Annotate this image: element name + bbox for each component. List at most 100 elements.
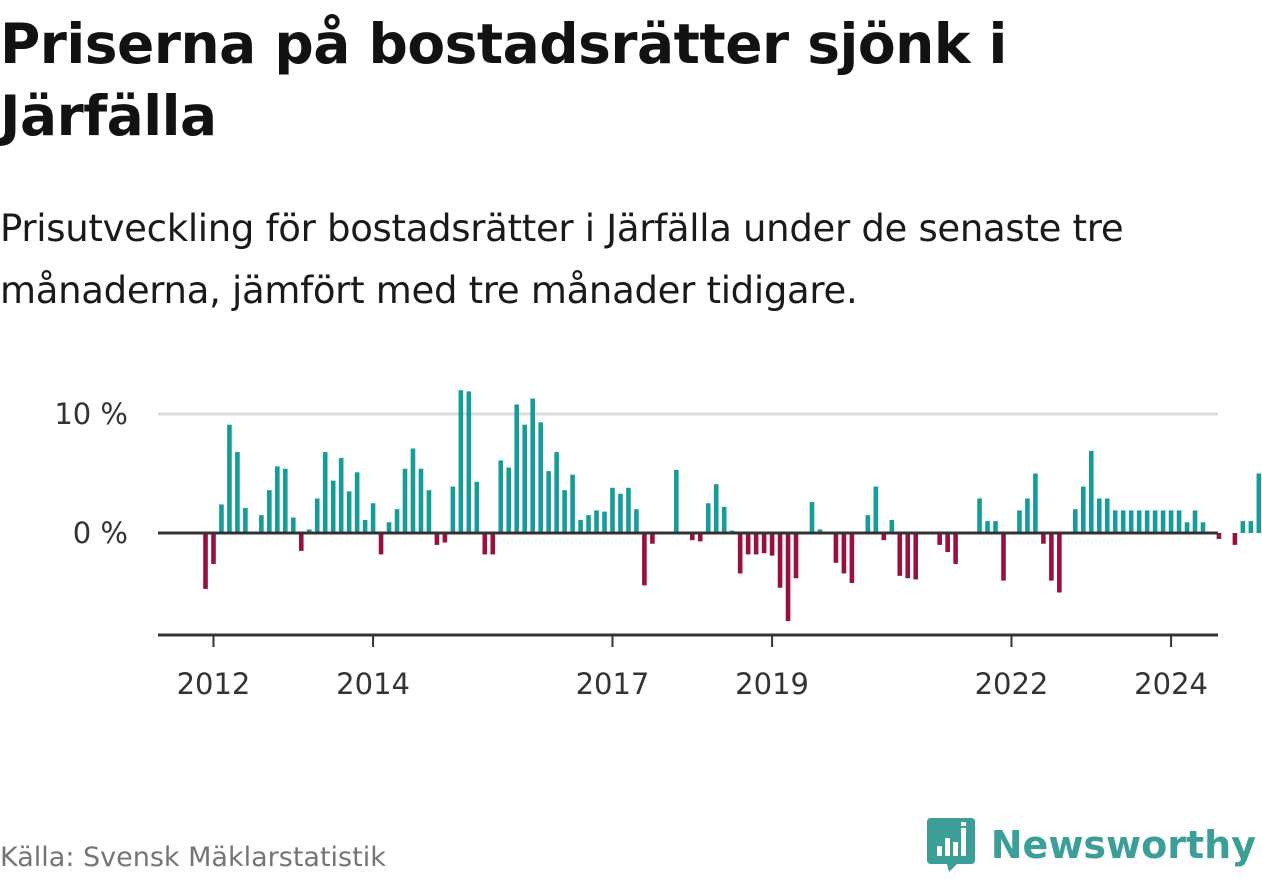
bar — [522, 424, 527, 533]
bar — [809, 502, 815, 533]
bar — [259, 515, 264, 533]
bar — [697, 533, 703, 542]
bar — [498, 460, 504, 533]
y-tick-label: 0 % — [73, 516, 128, 550]
bar — [306, 529, 312, 533]
x-tick-label: 2014 — [336, 667, 410, 701]
bar — [785, 533, 791, 622]
bar — [602, 511, 607, 533]
x-tick-label: 2024 — [1134, 667, 1208, 701]
bar — [386, 522, 392, 533]
bar — [211, 533, 216, 564]
bar — [1104, 498, 1110, 533]
bar — [314, 498, 320, 533]
bar — [873, 486, 879, 533]
bar — [1096, 498, 1102, 533]
bar — [817, 529, 823, 533]
bar — [1216, 533, 1222, 539]
bar — [993, 521, 998, 533]
axis-layer — [158, 531, 1218, 647]
bar — [1144, 510, 1150, 533]
bar — [626, 487, 631, 533]
bar — [530, 398, 535, 533]
bar — [753, 533, 759, 555]
x-tick-label: 2017 — [576, 667, 650, 701]
bar — [362, 519, 368, 533]
bar — [1136, 510, 1142, 533]
bar — [1184, 522, 1190, 533]
bar — [490, 533, 496, 555]
source-label: Källa: Svensk Mäklarstatistik — [0, 842, 386, 873]
bar — [985, 521, 990, 533]
bar — [793, 533, 799, 579]
bar — [674, 469, 679, 533]
bar — [1200, 522, 1206, 533]
bar — [402, 468, 408, 533]
bar — [1081, 486, 1086, 533]
bar — [1001, 533, 1006, 581]
bar — [713, 484, 719, 533]
bar — [737, 533, 743, 574]
bar — [1240, 521, 1246, 533]
bar — [777, 533, 783, 588]
bar — [937, 533, 942, 545]
bar — [1232, 533, 1238, 545]
bar — [1057, 533, 1062, 593]
bar — [841, 533, 847, 574]
bar — [275, 466, 280, 533]
bar — [1025, 498, 1030, 533]
brand-logo: Newsworthy — [925, 817, 1256, 873]
bar — [1041, 533, 1046, 544]
bar — [290, 517, 296, 533]
bar — [1168, 510, 1174, 533]
x-tick-label: 2022 — [975, 667, 1049, 701]
bar — [243, 508, 248, 533]
bar — [1120, 510, 1126, 533]
bar — [570, 474, 575, 533]
bar — [1128, 510, 1134, 533]
bar — [378, 533, 384, 555]
bar — [689, 533, 695, 541]
bar — [1160, 510, 1166, 533]
bar — [721, 506, 727, 533]
bar — [889, 519, 895, 533]
bar — [1248, 521, 1254, 533]
bar — [705, 503, 711, 533]
bar — [434, 533, 440, 545]
bar — [482, 533, 488, 555]
bar — [235, 452, 240, 533]
bar — [618, 493, 623, 533]
bar — [913, 533, 919, 580]
bar — [650, 533, 655, 544]
bars-layer — [203, 390, 1262, 622]
bar — [514, 404, 520, 533]
bar — [338, 458, 344, 533]
bar — [330, 480, 336, 533]
bar — [881, 533, 887, 541]
bar — [466, 391, 472, 533]
bar — [1073, 509, 1078, 533]
bar — [426, 490, 432, 533]
bar — [977, 498, 982, 533]
bar — [410, 448, 416, 533]
bar — [394, 509, 400, 533]
bar — [354, 472, 360, 533]
bar — [833, 533, 839, 563]
bar — [450, 486, 456, 533]
bar — [267, 490, 272, 533]
bar — [474, 481, 480, 533]
bar — [849, 533, 855, 583]
x-tick-label: 2019 — [735, 667, 809, 701]
x-tick-label: 2012 — [177, 667, 251, 701]
bar — [442, 533, 448, 543]
bar — [370, 503, 376, 533]
bar — [458, 390, 464, 533]
bar — [578, 519, 583, 533]
bar — [1049, 533, 1054, 581]
bar — [610, 487, 615, 533]
bar — [1256, 473, 1262, 533]
bar — [761, 533, 767, 554]
bar — [506, 467, 512, 533]
bar — [283, 468, 288, 533]
bar — [546, 471, 551, 533]
